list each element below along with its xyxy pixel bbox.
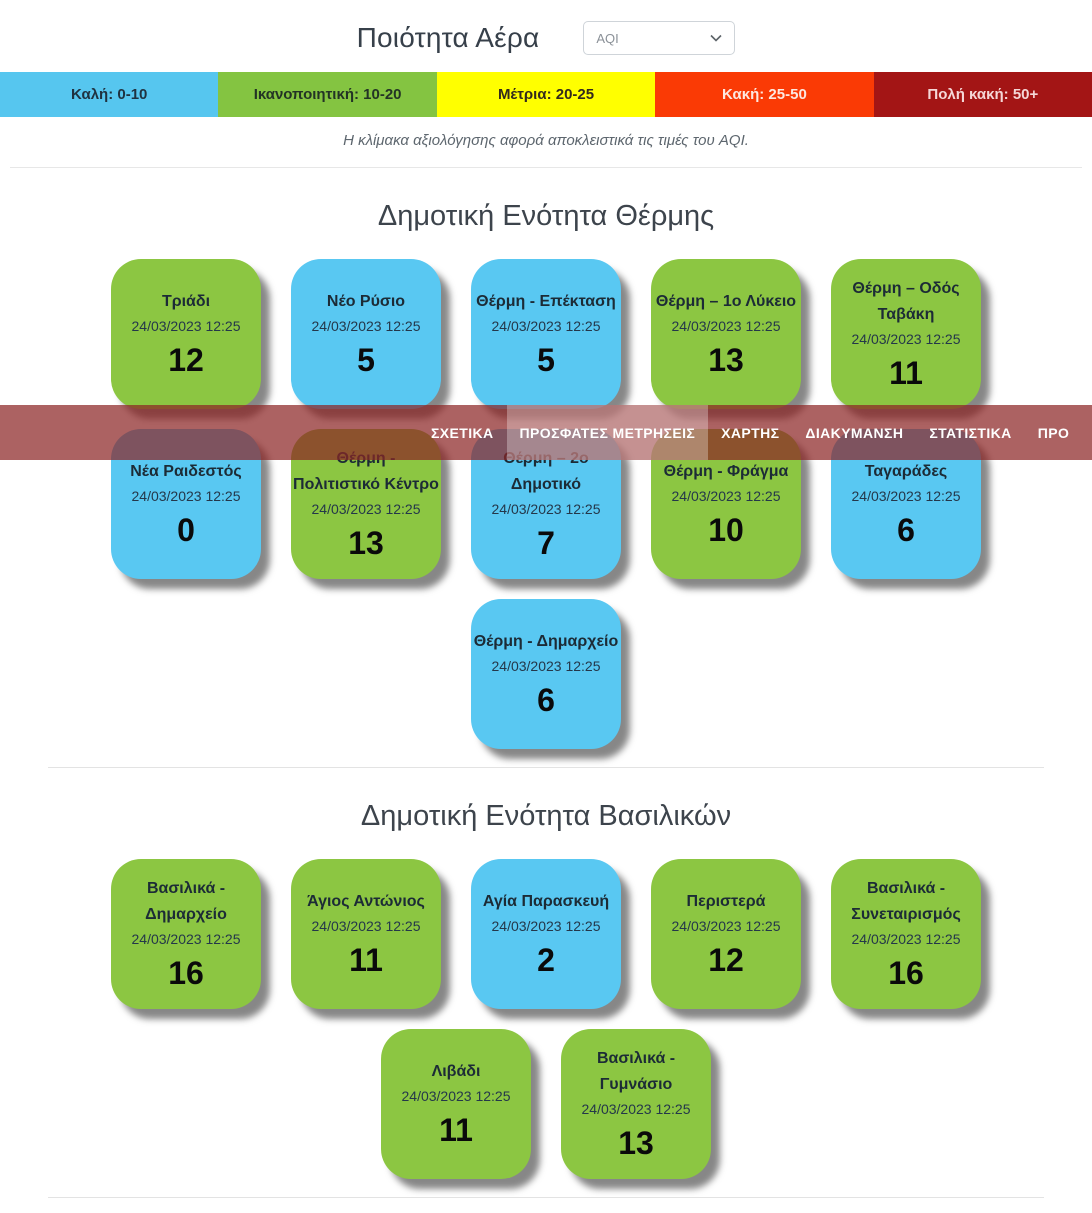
station-card[interactable]: Βασιλικά - Γυμνάσιο 24/03/2023 12:25 13: [561, 1029, 711, 1179]
station-timestamp: 24/03/2023 12:25: [131, 931, 241, 947]
nav-item[interactable]: ΠΡΟΣΦΑΤΕΣ ΜΕΤΡΗΣΕΙΣ: [506, 405, 709, 460]
cards-grid: Βασιλικά - Δημαρχείο 24/03/2023 12:25 16 Άγ…: [96, 859, 996, 1179]
station-name: Αγία Παρασκευή: [482, 893, 610, 910]
scale-level: Πολή κακή: 50+: [873, 72, 1092, 117]
section-title: Δημοτική Ενότητα Θέρμης: [377, 200, 715, 232]
station-name: Περιστερά: [686, 893, 766, 910]
nav-item[interactable]: ΣΧΕΤΙΚΑ: [431, 424, 494, 441]
station-card[interactable]: Θέρμη - Δημαρχείο 24/03/2023 12:25 6: [471, 599, 621, 749]
station-aqi-value: 5: [537, 342, 555, 378]
station-card[interactable]: Θέρμη – 1ο Λύκειο 24/03/2023 12:25 13: [651, 259, 801, 409]
cards-grid: Τριάδι 24/03/2023 12:25 12 Νέο Ρύσιο 24/03/2…: [96, 259, 996, 749]
station-card[interactable]: Νέο Ρύσιο 24/03/2023 12:25 5: [291, 259, 441, 409]
station-timestamp: 24/03/2023 12:25: [671, 918, 781, 934]
station-card[interactable]: Θέρμη - Επέκταση 24/03/2023 12:25 5: [471, 259, 621, 409]
scale-level: Ικανοποιητική: 10-20: [218, 72, 437, 117]
chevron-down-icon: [710, 34, 722, 42]
scale-level: Μέτρια: 20-25: [436, 72, 656, 117]
page-header: Ποιότητα Αέρα AQI: [0, 0, 1092, 72]
station-name: Βασιλικά - Γυμνάσιο: [596, 1050, 676, 1093]
station-timestamp: 24/03/2023 12:25: [851, 931, 961, 947]
aqi-scale-bar: Καλή: 0-10 Ικανοποιητική: 10-20 Μέτρια: 20…: [0, 72, 1092, 117]
nav-item[interactable]: ΣΤΑΤΙΣΤΙΚΑ: [929, 424, 1012, 441]
scale-note: Η κλίμακα αξιολόγησης αφορά αποκλειστικά…: [343, 132, 749, 149]
station-name: Θέρμη - Δημαρχείο: [473, 633, 619, 650]
station-aqi-value: 11: [439, 1112, 473, 1148]
station-timestamp: 24/03/2023 12:25: [491, 918, 601, 934]
station-name: Τριάδι: [161, 293, 211, 310]
metric-select-value: AQI: [596, 30, 619, 46]
station-card[interactable]: Περιστερά 24/03/2023 12:25 12: [651, 859, 801, 1009]
station-aqi-value: 13: [348, 525, 384, 561]
station-name: Ταγαράδες: [864, 463, 948, 480]
station-card[interactable]: Βασιλικά - Δημαρχείο 24/03/2023 12:25 16: [111, 859, 261, 1009]
station-aqi-value: 0: [177, 512, 195, 548]
section-divider: [48, 767, 1044, 768]
station-aqi-value: 13: [708, 342, 744, 378]
station-name: Νέα Ραιδεστός: [130, 463, 242, 480]
section-divider: [48, 1197, 1044, 1198]
station-card[interactable]: Λιβάδι 24/03/2023 12:25 11: [381, 1029, 531, 1179]
station-timestamp: 24/03/2023 12:25: [131, 318, 241, 334]
section-title: Δημοτική Ενότητα Βασιλικών: [360, 800, 732, 832]
station-aqi-value: 6: [537, 682, 555, 718]
station-timestamp: 24/03/2023 12:25: [671, 318, 781, 334]
station-section: Δημοτική Ενότητα Θέρμης Τριάδι 24/03/2023…: [0, 200, 1092, 768]
station-aqi-value: 13: [618, 1125, 654, 1161]
station-card[interactable]: Θέρμη – Οδός Ταβάκη 24/03/2023 12:25 11: [831, 259, 981, 409]
station-timestamp: 24/03/2023 12:25: [581, 1101, 691, 1117]
metric-select[interactable]: AQI: [583, 21, 736, 55]
station-name: Θέρμη - Επέκταση: [476, 293, 616, 310]
scale-note-area: Η κλίμακα αξιολόγησης αφορά αποκλειστικά…: [0, 117, 1092, 167]
station-aqi-value: 16: [168, 955, 204, 991]
station-name: Βασιλικά - Συνεταιρισμός: [851, 880, 961, 923]
nav-item[interactable]: ΔΙΑΚΥΜΑΝΣΗ: [805, 424, 904, 441]
station-aqi-value: 2: [537, 942, 555, 978]
station-card[interactable]: Βασιλικά - Συνεταιρισμός 24/03/2023 12:25…: [831, 859, 981, 1009]
main-nav: ΣΧΕΤΙΚΑ ΠΡΟΣΦΑΤΕΣ ΜΕΤΡΗΣΕΙΣ ΧΑΡΤΗΣ ΔΙΑΚΥΜΑΝ…: [0, 405, 1092, 460]
divider: [10, 167, 1082, 168]
station-card[interactable]: Τριάδι 24/03/2023 12:25 12: [111, 259, 261, 409]
station-timestamp: 24/03/2023 12:25: [491, 658, 601, 674]
station-aqi-value: 10: [708, 512, 744, 548]
station-name: Θέρμη – 1ο Λύκειο: [655, 293, 797, 310]
station-timestamp: 24/03/2023 12:25: [401, 1088, 511, 1104]
sections: Δημοτική Ενότητα Θέρμης Τριάδι 24/03/2023…: [0, 200, 1092, 1198]
station-name: Θέρμη – Οδός Ταβάκη: [852, 280, 960, 323]
station-timestamp: 24/03/2023 12:25: [851, 331, 961, 347]
station-timestamp: 24/03/2023 12:25: [671, 488, 781, 504]
station-aqi-value: 11: [889, 355, 923, 391]
station-name: Νέο Ρύσιο: [326, 293, 406, 310]
nav-item[interactable]: ΧΑΡΤΗΣ: [721, 424, 780, 441]
station-timestamp: 24/03/2023 12:25: [311, 501, 421, 517]
station-timestamp: 24/03/2023 12:25: [491, 501, 601, 517]
station-name: Άγιος Αντώνιος: [307, 893, 425, 910]
station-card[interactable]: Άγιος Αντώνιος 24/03/2023 12:25 11: [291, 859, 441, 1009]
station-aqi-value: 7: [537, 525, 555, 561]
station-aqi-value: 6: [897, 512, 915, 548]
station-name: Λιβάδι: [431, 1063, 481, 1080]
station-aqi-value: 5: [357, 342, 375, 378]
station-aqi-value: 12: [168, 342, 204, 378]
scale-level: Καλή: 0-10: [0, 72, 219, 117]
station-timestamp: 24/03/2023 12:25: [311, 918, 421, 934]
station-timestamp: 24/03/2023 12:25: [131, 488, 241, 504]
station-aqi-value: 16: [888, 955, 924, 991]
station-timestamp: 24/03/2023 12:25: [311, 318, 421, 334]
nav-item[interactable]: ΠΡΟ: [1037, 424, 1070, 441]
station-timestamp: 24/03/2023 12:25: [491, 318, 601, 334]
station-name: Θέρμη - Φράγμα: [663, 463, 789, 480]
bottom-spacer: [0, 1198, 1092, 1208]
page-title: Ποιότητα Αέρα: [356, 22, 540, 53]
station-name: Βασιλικά - Δημαρχείο: [145, 880, 227, 923]
station-section: Δημοτική Ενότητα Βασιλικών Βασιλικά - Δη…: [0, 800, 1092, 1198]
station-timestamp: 24/03/2023 12:25: [851, 488, 961, 504]
station-aqi-value: 11: [349, 942, 383, 978]
station-card[interactable]: Αγία Παρασκευή 24/03/2023 12:25 2: [471, 859, 621, 1009]
scale-level: Κακή: 25-50: [655, 72, 874, 117]
station-aqi-value: 12: [708, 942, 744, 978]
